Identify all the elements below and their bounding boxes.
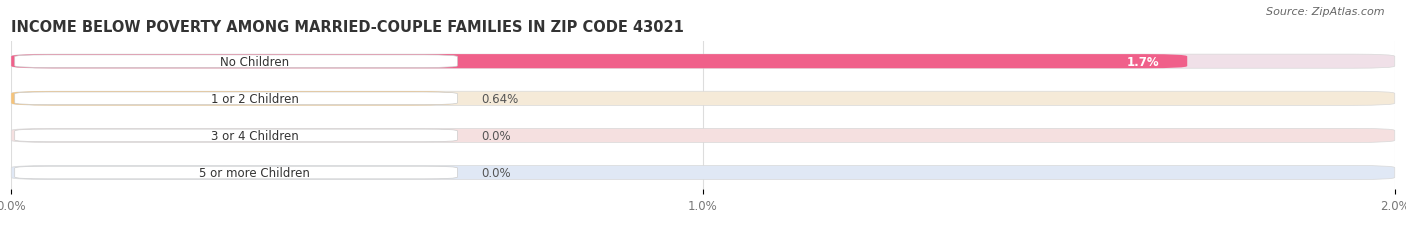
FancyBboxPatch shape <box>11 55 1395 69</box>
FancyBboxPatch shape <box>14 93 457 105</box>
Text: 0.64%: 0.64% <box>482 92 519 105</box>
FancyBboxPatch shape <box>11 92 1395 106</box>
Text: 0.0%: 0.0% <box>482 166 512 179</box>
Text: 3 or 4 Children: 3 or 4 Children <box>211 129 298 142</box>
FancyBboxPatch shape <box>14 167 457 179</box>
FancyBboxPatch shape <box>11 55 1187 69</box>
Text: INCOME BELOW POVERTY AMONG MARRIED-COUPLE FAMILIES IN ZIP CODE 43021: INCOME BELOW POVERTY AMONG MARRIED-COUPL… <box>11 20 685 35</box>
Text: 0.0%: 0.0% <box>482 129 512 142</box>
Text: 5 or more Children: 5 or more Children <box>200 166 311 179</box>
Text: Source: ZipAtlas.com: Source: ZipAtlas.com <box>1267 7 1385 17</box>
FancyBboxPatch shape <box>11 129 1395 143</box>
FancyBboxPatch shape <box>14 56 457 68</box>
FancyBboxPatch shape <box>11 92 454 106</box>
FancyBboxPatch shape <box>11 166 1395 180</box>
Text: 1 or 2 Children: 1 or 2 Children <box>211 92 298 105</box>
FancyBboxPatch shape <box>14 130 457 142</box>
Text: 1.7%: 1.7% <box>1128 55 1160 68</box>
Text: No Children: No Children <box>221 55 290 68</box>
